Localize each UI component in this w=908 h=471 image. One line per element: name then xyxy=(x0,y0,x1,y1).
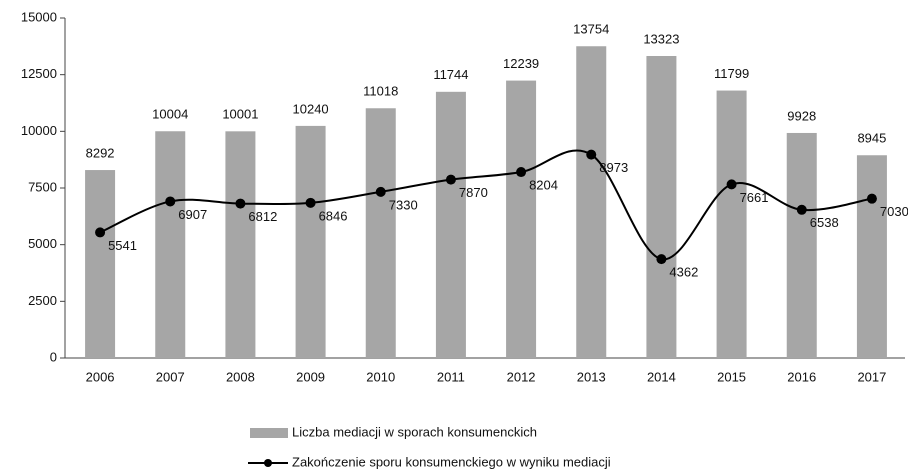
x-tick-label: 2010 xyxy=(366,369,395,384)
x-tick-label: 2006 xyxy=(86,369,115,384)
y-tick-label: 2500 xyxy=(28,293,57,308)
bar xyxy=(435,91,466,358)
x-tick-label: 2011 xyxy=(437,369,465,384)
line xyxy=(99,149,873,261)
line-value-label: 8973 xyxy=(599,160,628,175)
x-tick-label: 2012 xyxy=(507,369,536,384)
bar xyxy=(155,131,186,358)
bar-value-label: 8945 xyxy=(857,131,886,146)
y-tick-label: 10000 xyxy=(21,123,57,138)
x-tick-label: 2016 xyxy=(787,369,816,384)
legend-swatch xyxy=(264,459,272,467)
x-tick-label: 2008 xyxy=(226,369,255,384)
line-value-label: 7661 xyxy=(740,190,769,205)
line-value-label: 6846 xyxy=(319,208,348,223)
bar xyxy=(295,125,326,358)
bar-value-label: 11744 xyxy=(433,67,468,82)
line-point xyxy=(445,174,456,185)
bar xyxy=(506,80,537,358)
line-value-label: 5541 xyxy=(108,238,137,253)
line-point xyxy=(866,193,877,204)
line-point xyxy=(375,186,386,197)
bar-value-label: 8292 xyxy=(86,145,115,160)
bar xyxy=(85,170,116,358)
y-tick-label: 12500 xyxy=(21,66,57,81)
line-value-label: 6812 xyxy=(248,209,277,224)
line-point xyxy=(235,198,246,209)
y-tick-label: 5000 xyxy=(28,236,57,251)
line-value-label: 4362 xyxy=(669,265,698,280)
line-value-label: 8204 xyxy=(529,177,558,192)
line-point xyxy=(586,149,597,160)
bar-value-label: 10001 xyxy=(222,107,258,122)
bar xyxy=(225,131,256,358)
x-tick-label: 2017 xyxy=(857,369,886,384)
line-value-label: 6907 xyxy=(178,207,207,222)
line-point xyxy=(305,197,316,208)
bar xyxy=(576,46,607,358)
x-tick-label: 2015 xyxy=(717,369,746,384)
legend-label: Zakończenie sporu konsumenckiego w wynik… xyxy=(292,454,611,469)
line-point xyxy=(165,196,176,207)
line-point xyxy=(656,254,667,265)
bar-value-label: 11799 xyxy=(714,66,749,81)
bar-value-label: 9928 xyxy=(787,108,816,123)
line-value-label: 7330 xyxy=(389,197,418,212)
bar-value-label: 13754 xyxy=(573,22,609,37)
bar xyxy=(786,132,817,358)
bar-value-label: 13323 xyxy=(643,31,679,46)
bar xyxy=(856,155,887,358)
line-point xyxy=(796,204,807,215)
bar xyxy=(646,56,677,359)
x-tick-label: 2007 xyxy=(156,369,185,384)
x-tick-label: 2014 xyxy=(647,369,676,384)
bar-value-label: 10004 xyxy=(152,107,188,122)
y-tick-label: 7500 xyxy=(28,179,57,194)
bar-value-label: 12239 xyxy=(503,56,539,71)
legend-swatch xyxy=(250,428,288,438)
bar-value-label: 11018 xyxy=(363,84,398,99)
x-tick-label: 2009 xyxy=(296,369,325,384)
y-tick-label: 15000 xyxy=(21,9,57,24)
line-value-label: 6538 xyxy=(810,215,839,230)
line-point xyxy=(516,167,527,178)
x-tick-label: 2013 xyxy=(577,369,606,384)
bar-value-label: 10240 xyxy=(293,101,329,116)
bar xyxy=(716,90,747,358)
y-tick-label: 0 xyxy=(50,349,57,364)
line-point xyxy=(95,227,106,238)
legend-label: Liczba mediacji w sporach konsumenckich xyxy=(292,424,537,439)
bar xyxy=(365,108,396,358)
line-value-label: 7870 xyxy=(459,185,488,200)
line-value-label: 7030 xyxy=(880,204,908,219)
line-point xyxy=(726,179,737,190)
